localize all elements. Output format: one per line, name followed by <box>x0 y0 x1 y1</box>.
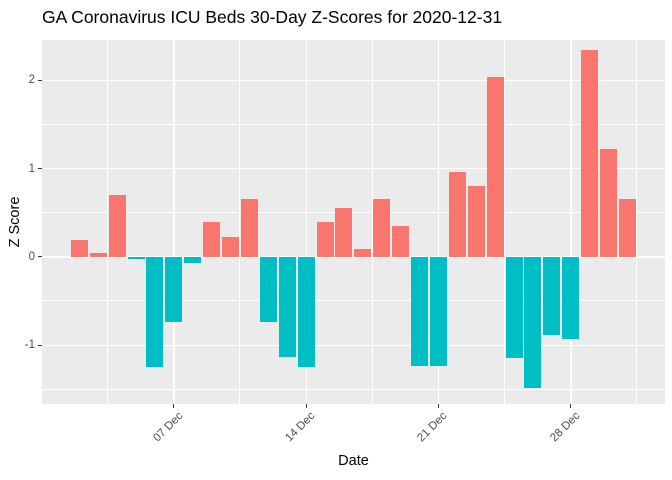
bar-18-dec <box>373 199 391 257</box>
bar-22-dec <box>448 172 466 257</box>
x-axis-title: Date <box>338 453 369 469</box>
x-tick-mark <box>173 404 175 408</box>
bar-24-dec <box>486 76 504 257</box>
gridline-h-major <box>42 344 665 347</box>
plot-panel <box>42 40 665 404</box>
chart-title: GA Coronavirus ICU Beds 30-Day Z-Scores … <box>42 7 503 27</box>
x-tick-label: 28 Dec <box>547 410 583 445</box>
bar-20-dec <box>411 256 428 367</box>
bar-05-dec <box>127 256 145 259</box>
bar-09-dec <box>203 222 221 257</box>
y-tick-mark <box>38 79 42 81</box>
bar-25-dec <box>505 256 523 359</box>
bar-12-dec <box>259 256 277 323</box>
y-tick-mark <box>38 256 42 258</box>
bar-08-dec <box>184 256 202 264</box>
bar-16-dec <box>335 208 353 257</box>
bar-07-dec <box>165 256 183 323</box>
x-tick-label: 14 Dec <box>283 410 318 445</box>
y-axis-title: Z Score <box>7 196 23 248</box>
gridline-v-major <box>305 40 307 404</box>
gridline-h-major <box>42 168 665 170</box>
x-tick-mark <box>570 404 572 408</box>
bar-29-dec <box>581 50 599 257</box>
bar-26-dec <box>524 256 542 389</box>
gridline-h-major <box>42 256 665 258</box>
bar-31-dec <box>618 199 636 257</box>
bar-03-dec <box>89 253 107 257</box>
bar-23-dec <box>467 186 485 257</box>
bar-19-dec <box>392 225 410 257</box>
y-tick-label: 2 <box>28 74 35 87</box>
gridline-h-minor <box>42 123 665 125</box>
y-tick-mark <box>38 344 42 346</box>
y-tick-label: 1 <box>28 162 35 175</box>
bar-30-dec <box>600 149 617 257</box>
gridline-v-minor <box>107 40 108 404</box>
gridline-h-major <box>42 79 665 82</box>
gridline-v-major <box>570 40 572 404</box>
gridline-v-minor <box>371 40 373 404</box>
bar-21-dec <box>429 256 447 367</box>
bar-14-dec <box>297 256 315 368</box>
x-tick-label: 07 Dec <box>151 410 186 445</box>
y-tick-label: 0 <box>28 250 35 263</box>
gridline-v-minor <box>636 40 638 404</box>
bar-10-dec <box>222 236 239 257</box>
y-tick-mark <box>38 168 42 170</box>
gridline-h-minor <box>42 212 665 213</box>
y-tick-label: -1 <box>24 339 35 352</box>
gridline-h-minor <box>42 300 665 302</box>
bar-06-dec <box>146 256 164 368</box>
bar-15-dec <box>316 222 334 257</box>
gridline-h-minor <box>42 388 665 390</box>
bar-17-dec <box>354 248 372 257</box>
x-tick-mark <box>437 404 439 408</box>
bar-02-dec <box>70 240 88 257</box>
bar-11-dec <box>240 199 258 257</box>
gridline-v-major <box>173 40 175 404</box>
x-tick-mark <box>305 404 307 408</box>
bar-28-dec <box>562 256 580 339</box>
x-tick-label: 21 Dec <box>415 410 450 445</box>
gridline-v-minor <box>504 40 505 404</box>
gridline-v-major <box>437 40 440 404</box>
bar-04-dec <box>108 195 126 257</box>
bar-27-dec <box>543 256 561 336</box>
gridline-v-minor <box>239 40 241 404</box>
bar-13-dec <box>278 256 296 358</box>
